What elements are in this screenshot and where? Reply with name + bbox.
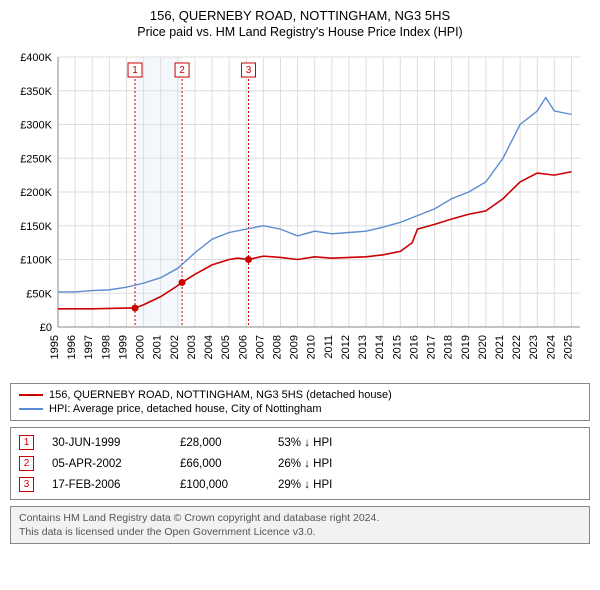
x-tick-label: 1995 <box>49 335 61 359</box>
x-tick-label: 2024 <box>545 335 557 359</box>
chart-container: 156, QUERNEBY ROAD, NOTTINGHAM, NG3 5HS … <box>0 0 600 552</box>
sale-price: £100,000 <box>180 479 260 491</box>
x-tick-label: 2001 <box>152 335 164 359</box>
x-tick-label: 2002 <box>169 335 181 359</box>
sale-row: 1 30-JUN-1999 £28,000 53% ↓ HPI <box>17 432 583 453</box>
x-tick-label: 2018 <box>443 335 455 359</box>
sale-row: 2 05-APR-2002 £66,000 26% ↓ HPI <box>17 453 583 474</box>
sale-point <box>245 256 252 263</box>
y-tick-label: £350K <box>20 86 52 98</box>
x-tick-label: 2019 <box>460 335 472 359</box>
x-tick-label: 2023 <box>528 335 540 359</box>
y-tick-label: £100K <box>20 255 52 267</box>
sale-point <box>132 305 139 312</box>
x-tick-label: 2016 <box>408 335 420 359</box>
sale-point <box>179 279 186 286</box>
sale-marker: 2 <box>19 456 34 471</box>
legend-item: HPI: Average price, detached house, City… <box>19 402 581 416</box>
sale-price: £66,000 <box>180 458 260 470</box>
sale-marker-label: 1 <box>132 65 138 76</box>
y-tick-label: £200K <box>20 187 52 199</box>
x-tick-label: 2007 <box>254 335 266 359</box>
x-tick-label: 2017 <box>426 335 438 359</box>
x-tick-label: 2021 <box>494 335 506 359</box>
legend-swatch <box>19 408 43 410</box>
x-tick-label: 2003 <box>186 335 198 359</box>
sale-hpi-diff: 26% ↓ HPI <box>278 458 378 470</box>
sale-hpi-diff: 53% ↓ HPI <box>278 437 378 449</box>
x-tick-label: 2015 <box>391 335 403 359</box>
sale-row: 3 17-FEB-2006 £100,000 29% ↓ HPI <box>17 474 583 495</box>
x-tick-label: 1998 <box>100 335 112 359</box>
x-tick-label: 2010 <box>306 335 318 359</box>
footer-line1: Contains HM Land Registry data © Crown c… <box>19 511 581 525</box>
attribution-footer: Contains HM Land Registry data © Crown c… <box>10 506 590 544</box>
x-tick-label: 2020 <box>477 335 489 359</box>
x-tick-label: 1999 <box>117 335 129 359</box>
sale-marker: 1 <box>19 435 34 450</box>
chart-area: £0 £50K £100K £150K £200K £250K £300K £350K £400… <box>10 47 590 377</box>
x-tick-label: 1996 <box>66 335 78 359</box>
x-tick-label: 2006 <box>237 335 249 359</box>
footer-line2: This data is licensed under the Open Gov… <box>19 525 581 539</box>
sale-marker-label: 3 <box>246 65 252 76</box>
x-tick-label: 2009 <box>289 335 301 359</box>
y-tick-label: £0 <box>40 322 52 334</box>
y-tick-label: £50K <box>26 288 52 300</box>
x-tick-label: 2025 <box>562 335 574 359</box>
y-tick-label: £400K <box>20 52 52 64</box>
y-tick-label: £150K <box>20 221 52 233</box>
legend-label: HPI: Average price, detached house, City… <box>49 403 322 415</box>
legend-item: 156, QUERNEBY ROAD, NOTTINGHAM, NG3 5HS … <box>19 388 581 402</box>
legend-label: 156, QUERNEBY ROAD, NOTTINGHAM, NG3 5HS … <box>49 389 392 401</box>
x-tick-label: 2014 <box>374 335 386 359</box>
legend: 156, QUERNEBY ROAD, NOTTINGHAM, NG3 5HS … <box>10 383 590 421</box>
sale-hpi-diff: 29% ↓ HPI <box>278 479 378 491</box>
x-tick-label: 2004 <box>203 335 215 359</box>
x-tick-label: 1997 <box>83 335 95 359</box>
sale-marker-label: 2 <box>179 65 185 76</box>
x-tick-label: 2022 <box>511 335 523 359</box>
x-tick-label: 2008 <box>271 335 283 359</box>
x-tick-label: 2013 <box>357 335 369 359</box>
x-tick-label: 2012 <box>340 335 352 359</box>
x-tick-label: 2005 <box>220 335 232 359</box>
y-tick-label: £250K <box>20 153 52 165</box>
title-line2: Price paid vs. HM Land Registry's House … <box>10 25 590 39</box>
legend-swatch <box>19 394 43 396</box>
x-tick-label: 2011 <box>323 335 335 359</box>
title-block: 156, QUERNEBY ROAD, NOTTINGHAM, NG3 5HS … <box>10 8 590 39</box>
sale-date: 05-APR-2002 <box>52 458 162 470</box>
y-tick-label: £300K <box>20 120 52 132</box>
sale-price: £28,000 <box>180 437 260 449</box>
sale-date: 30-JUN-1999 <box>52 437 162 449</box>
sales-table: 1 30-JUN-1999 £28,000 53% ↓ HPI 2 05-APR-2002… <box>10 427 590 500</box>
sale-date: 17-FEB-2006 <box>52 479 162 491</box>
x-tick-label: 2000 <box>135 335 147 359</box>
title-line1: 156, QUERNEBY ROAD, NOTTINGHAM, NG3 5HS <box>10 8 590 23</box>
line-chart-svg: £0 £50K £100K £150K £200K £250K £300K £350K £400… <box>10 47 590 377</box>
sale-marker: 3 <box>19 477 34 492</box>
